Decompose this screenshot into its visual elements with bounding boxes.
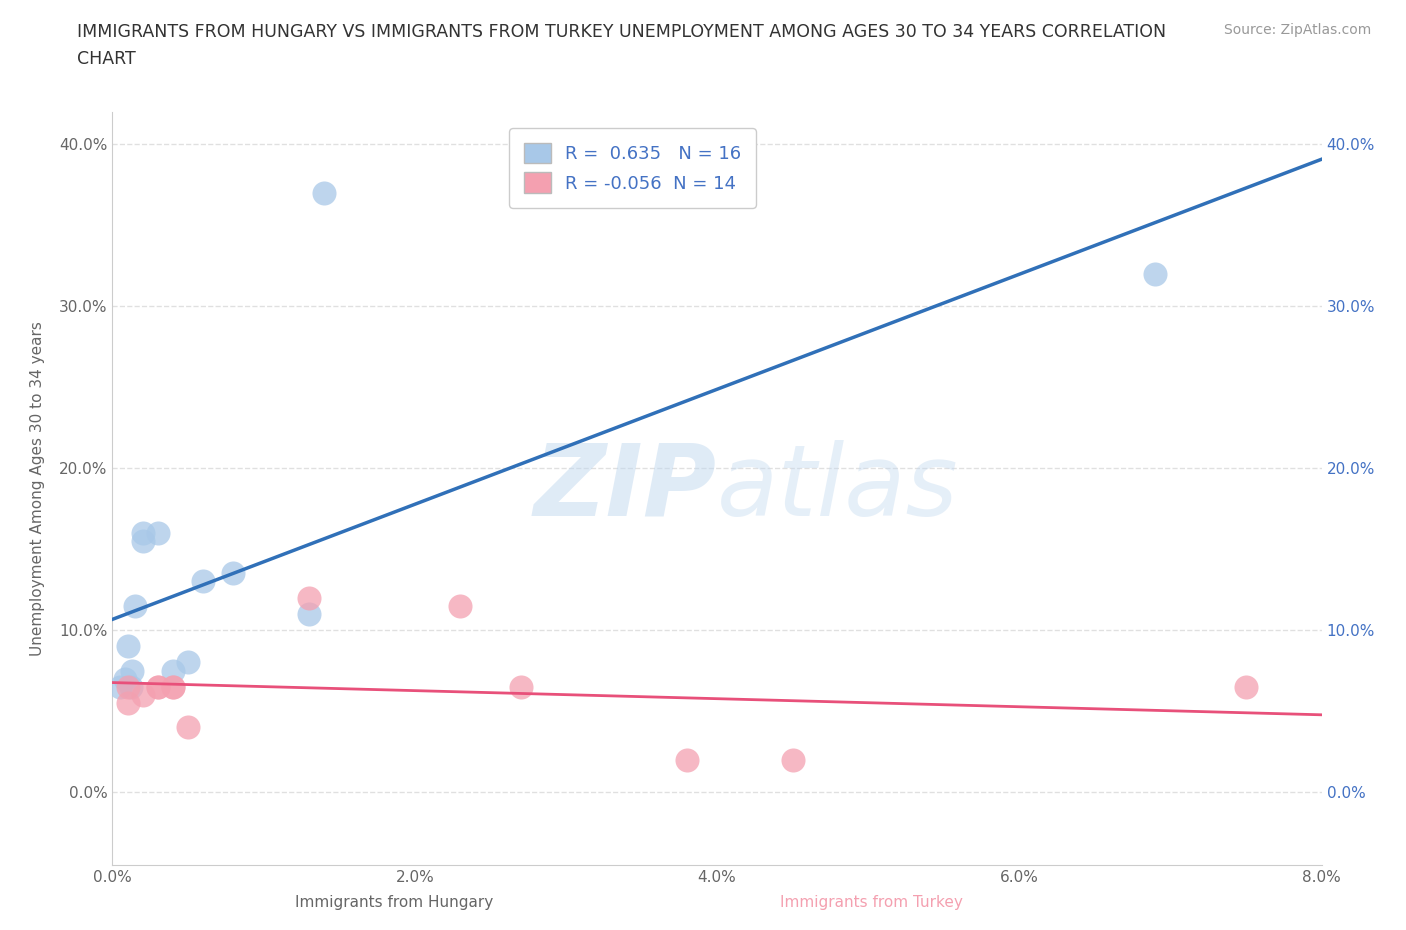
Point	[114, 671, 136, 686]
Point	[449, 598, 471, 613]
Point	[121, 663, 143, 678]
Point	[146, 679, 169, 694]
Point	[312, 185, 335, 200]
Point	[132, 525, 155, 540]
Point	[298, 606, 321, 621]
Text: atlas: atlas	[717, 440, 959, 537]
Point	[1234, 679, 1257, 694]
Text: Immigrants from Hungary: Immigrants from Hungary	[294, 895, 494, 910]
Point	[108, 679, 131, 694]
Point	[1144, 266, 1167, 281]
Point	[124, 598, 146, 613]
Text: IMMIGRANTS FROM HUNGARY VS IMMIGRANTS FROM TURKEY UNEMPLOYMENT AMONG AGES 30 TO : IMMIGRANTS FROM HUNGARY VS IMMIGRANTS FR…	[77, 23, 1167, 68]
Legend: R =  0.635   N = 16, R = -0.056  N = 14: R = 0.635 N = 16, R = -0.056 N = 14	[509, 128, 755, 207]
Point	[782, 752, 804, 767]
Point	[117, 679, 139, 694]
Point	[117, 639, 139, 654]
Y-axis label: Unemployment Among Ages 30 to 34 years: Unemployment Among Ages 30 to 34 years	[31, 321, 45, 656]
Point	[117, 696, 139, 711]
Point	[298, 591, 321, 605]
Point	[162, 679, 184, 694]
Point	[146, 525, 169, 540]
Point	[177, 720, 200, 735]
Text: ZIP: ZIP	[534, 440, 717, 537]
Point	[120, 679, 142, 694]
Text: Source: ZipAtlas.com: Source: ZipAtlas.com	[1223, 23, 1371, 37]
Point	[222, 565, 245, 580]
Point	[509, 679, 531, 694]
Point	[675, 752, 697, 767]
Point	[146, 679, 169, 694]
Text: Immigrants from Turkey: Immigrants from Turkey	[780, 895, 963, 910]
Point	[177, 655, 200, 670]
Point	[191, 574, 215, 589]
Point	[162, 679, 184, 694]
Point	[162, 663, 184, 678]
Point	[132, 534, 155, 549]
Point	[132, 687, 155, 702]
